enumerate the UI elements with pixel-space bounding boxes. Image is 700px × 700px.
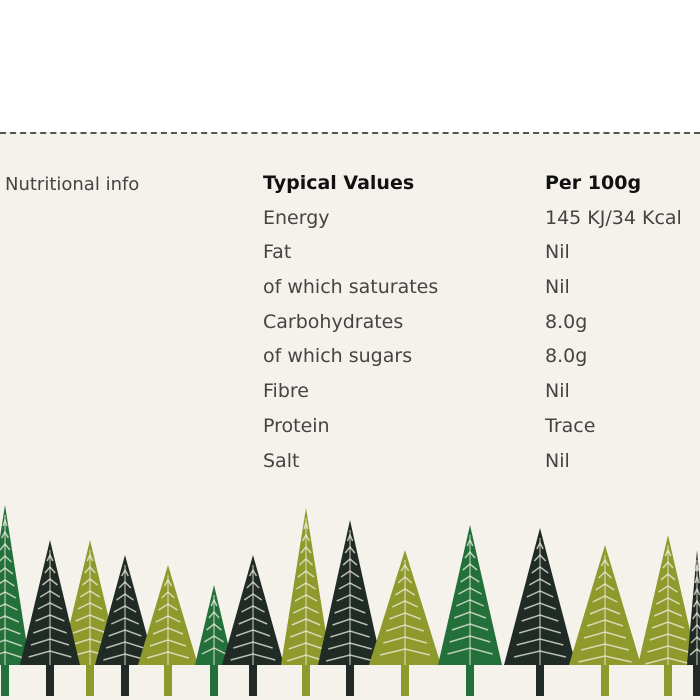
tree [95,555,155,696]
nutrient-name: Protein [263,414,330,437]
table-header: Typical Values Per 100g [263,172,700,207]
tree [222,555,284,696]
tree [638,535,698,696]
tree [138,565,198,696]
table-row: Energy 145 KJ/34 Kcal [263,207,700,242]
nutrient-name: Salt [263,449,300,472]
tree [369,550,441,696]
table-row: Carbohydrates 8.0g [263,311,700,346]
table-row: Fat Nil [263,241,700,276]
nutrient-value: Nil [545,276,570,299]
nutrition-table: Typical Values Per 100g Energy 145 KJ/34 … [263,172,700,484]
table-row: Protein Trace [263,415,700,450]
table-row: Fibre Nil [263,380,700,415]
nutrient-value: Nil [545,241,570,264]
header-typical-values: Typical Values [263,172,415,194]
section-label: Nutritional info [5,174,140,195]
nutrient-name: Fat [263,241,292,264]
tree [569,545,641,696]
nutrient-name: of which sugars [263,345,413,368]
table-row: of which sugars 8.0g [263,345,700,380]
tree [195,585,233,696]
tree-illustration [0,505,700,696]
tree [20,540,80,696]
dashed-divider [0,132,700,134]
nutrient-value: 8.0g [545,345,588,368]
tree [281,508,331,696]
nutrient-value: 145 KJ/34 Kcal [545,206,682,229]
nutrient-name: Fibre [263,380,309,403]
header-area [0,0,700,132]
tree [504,528,576,696]
nutrient-value: Nil [545,449,570,472]
header-per-100g: Per 100g [545,172,642,194]
nutrient-name: Carbohydrates [263,310,404,333]
tree [438,525,502,696]
table-row: of which saturates Nil [263,276,700,311]
nutrient-value: Nil [545,380,570,403]
nutrient-value: Trace [545,414,596,437]
table-row: Salt Nil [263,450,700,485]
tree [687,550,700,696]
nutrient-value: 8.0g [545,310,588,333]
nutrient-name: of which saturates [263,276,439,299]
nutrient-name: Energy [263,206,330,229]
tree [318,520,382,696]
tree [0,505,30,696]
